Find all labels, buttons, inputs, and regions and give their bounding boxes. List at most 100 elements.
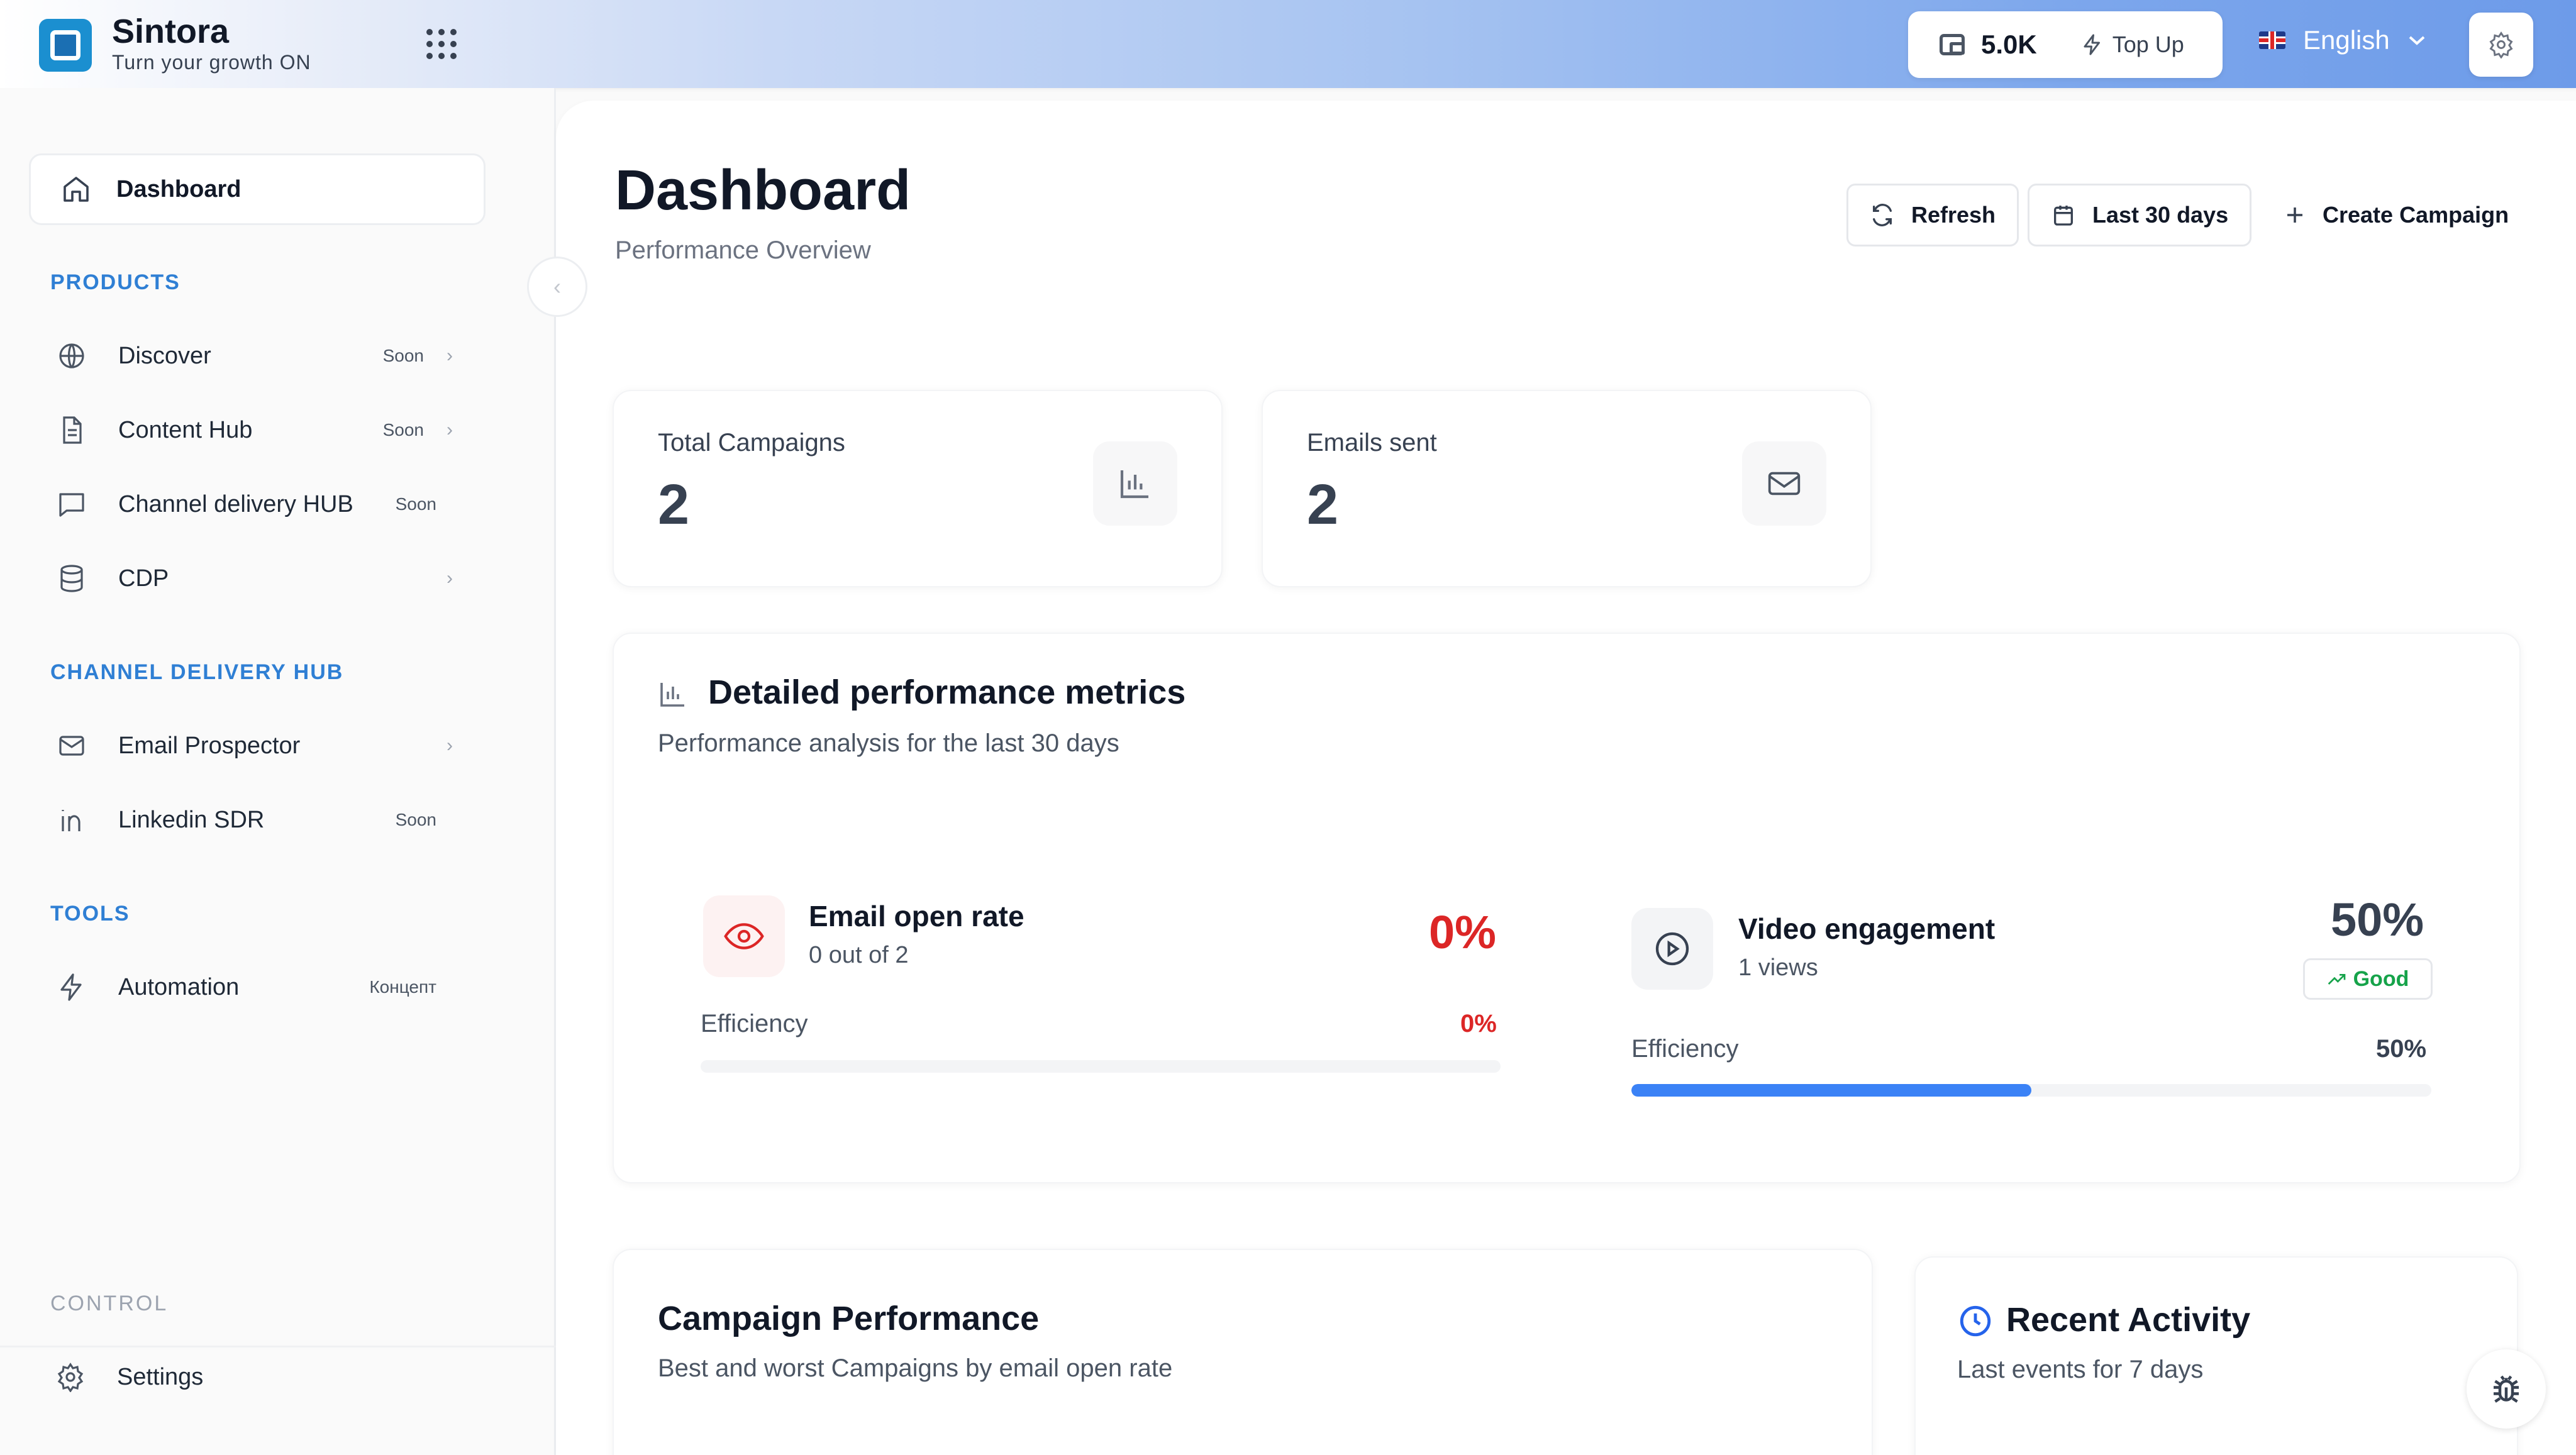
good-badge: Good	[2303, 958, 2433, 1000]
sidebar-item-label: Discover	[118, 342, 211, 369]
campaign-performance-subtitle: Best and worst Campaigns by email open r…	[658, 1354, 1173, 1382]
top-up-button[interactable]: Top Up	[2081, 31, 2184, 58]
stat-card-emails-sent: Emails sent 2	[1262, 390, 1872, 587]
campaign-performance-card	[613, 1249, 1873, 1455]
sidebar-item-cdp[interactable]: CDP ›	[57, 560, 459, 597]
metric-sub: 0 out of 2	[809, 942, 909, 968]
sidebar: Dashboard PRODUCTS Discover Soon › Conte…	[0, 88, 556, 1455]
chevron-right-icon: ›	[447, 735, 453, 756]
refresh-icon	[1873, 204, 1892, 226]
chat-icon	[59, 493, 84, 517]
sidebar-item-content-hub[interactable]: Content Hub Soon ›	[57, 411, 459, 449]
play-icon	[1631, 908, 1713, 990]
create-campaign-button[interactable]: Create Campaign	[2260, 184, 2533, 246]
wallet-icon	[1940, 34, 1965, 55]
metric-sub: 1 views	[1738, 954, 1818, 981]
metric-value: 0%	[1429, 906, 1496, 958]
gear-icon	[57, 1363, 84, 1392]
sidebar-item-label: Email Prospector	[118, 732, 301, 759]
stat-title: Emails sent	[1307, 429, 1437, 456]
recent-activity-title: Recent Activity	[2006, 1301, 2251, 1339]
section-control: CONTROL	[50, 1292, 169, 1315]
top-up-label: Top Up	[2112, 31, 2184, 57]
soon-badge: Soon	[382, 420, 424, 440]
lightning-icon	[2084, 34, 2100, 55]
date-range-label: Last 30 days	[2092, 202, 2229, 228]
concept-badge: Концепт	[369, 977, 436, 997]
mail-icon	[1742, 441, 1826, 526]
bug-report-button[interactable]	[2467, 1349, 2546, 1429]
metrics-title: Detailed performance metrics	[708, 673, 1186, 711]
lightning-icon	[60, 973, 82, 1001]
sidebar-item-label: Content Hub	[118, 416, 253, 443]
sidebar-item-label: CDP	[118, 565, 169, 592]
sidebar-item-discover[interactable]: Discover Soon ›	[57, 337, 459, 375]
efficiency-value: 50%	[2376, 1035, 2427, 1063]
sidebar-item-label: Linkedin SDR	[118, 806, 265, 833]
metric-label: Email open rate	[809, 900, 1024, 932]
calendar-icon	[2054, 206, 2073, 226]
soon-badge: Soon	[395, 810, 436, 829]
date-range-button[interactable]: Last 30 days	[2028, 184, 2252, 246]
language-label: English	[2303, 25, 2390, 55]
campaign-performance-title: Campaign Performance	[658, 1300, 1040, 1337]
recent-activity-subtitle: Last events for 7 days	[1957, 1356, 2204, 1383]
settings-button[interactable]	[2469, 13, 2533, 77]
globe-icon	[59, 343, 84, 368]
section-products: PRODUCTS	[50, 270, 180, 294]
refresh-label: Refresh	[1911, 202, 1996, 228]
sidebar-item-dashboard[interactable]: Dashboard	[29, 153, 486, 225]
bar-chart-icon	[1093, 441, 1177, 526]
logo-icon[interactable]	[39, 19, 92, 72]
brand-tagline: Turn your growth ON	[112, 51, 311, 74]
recent-activity-card	[1914, 1256, 2518, 1455]
gear-icon	[2489, 31, 2513, 58]
sidebar-item-automation[interactable]: Automation Концепт	[57, 968, 459, 1006]
top-bar: Sintora Turn your growth ON 5.0K Top Up …	[0, 0, 2576, 88]
trend-up-icon	[2328, 974, 2345, 985]
metric-value: 50%	[2331, 893, 2424, 946]
stat-card-total-campaigns: Total Campaigns 2	[613, 390, 1223, 587]
stat-value: 2	[1307, 473, 1339, 536]
sidebar-item-label: Automation	[118, 973, 240, 1000]
language-selector[interactable]: English	[2259, 25, 2426, 55]
soon-badge: Soon	[382, 346, 424, 365]
stat-title: Total Campaigns	[658, 429, 845, 456]
efficiency-label: Efficiency	[1631, 1035, 1739, 1063]
metric-label: Video engagement	[1738, 912, 1996, 945]
database-icon	[60, 565, 83, 592]
refresh-button[interactable]: Refresh	[1846, 184, 2019, 246]
chevron-right-icon: ›	[447, 568, 453, 589]
efficiency-bar	[701, 1060, 1501, 1073]
efficiency-value: 0%	[1460, 1010, 1497, 1037]
sidebar-item-channel-delivery-hub[interactable]: Channel delivery HUB Soon	[57, 485, 459, 523]
sidebar-item-linkedin-sdr[interactable]: Linkedin SDR Soon	[57, 801, 459, 839]
brand-name: Sintora	[112, 13, 230, 50]
page-subtitle: Performance Overview	[615, 236, 871, 264]
linkedin-icon	[62, 810, 80, 831]
create-campaign-label: Create Campaign	[2323, 202, 2509, 228]
page-title: Dashboard	[615, 159, 911, 222]
sidebar-item-email-prospector[interactable]: Email Prospector ›	[57, 727, 459, 765]
efficiency-bar	[1631, 1084, 2431, 1097]
chevron-right-icon: ›	[447, 419, 453, 440]
eye-icon	[703, 895, 785, 977]
apps-grid-icon[interactable]	[426, 29, 457, 59]
sidebar-item-settings[interactable]: Settings	[55, 1358, 458, 1396]
efficiency-bar-fill	[1631, 1084, 2031, 1097]
chevron-down-icon	[2409, 36, 2425, 45]
sidebar-item-label: Channel delivery HUB	[118, 490, 353, 517]
efficiency-label: Efficiency	[701, 1010, 808, 1037]
bug-icon	[2494, 1375, 2519, 1403]
chevron-right-icon: ›	[447, 345, 453, 366]
uk-flag-icon	[2259, 31, 2285, 49]
collapse-sidebar-button[interactable]: ‹	[527, 257, 587, 317]
chevron-left-icon: ‹	[553, 274, 561, 299]
clock-icon	[1960, 1305, 1991, 1337]
divider	[0, 1346, 556, 1347]
plus-icon	[2287, 207, 2302, 223]
brand: Sintora Turn your growth ON	[112, 13, 311, 74]
credits-panel: 5.0K Top Up	[1908, 11, 2223, 78]
bar-chart-icon	[660, 683, 684, 707]
home-icon	[64, 177, 89, 202]
